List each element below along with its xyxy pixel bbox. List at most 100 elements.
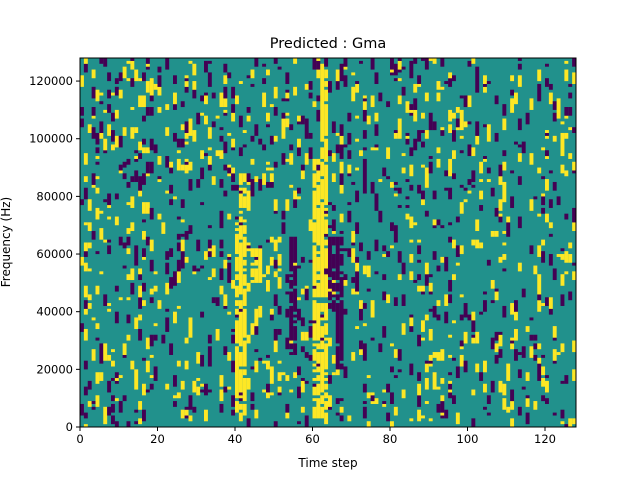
- heatmap-cell: [548, 233, 553, 237]
- heatmap-cell: [207, 60, 212, 64]
- heatmap-cell: [223, 346, 228, 355]
- heatmap-cell: [149, 138, 154, 151]
- heatmap-cell: [424, 314, 429, 321]
- heatmap-cell: [502, 242, 507, 246]
- heatmap-cell: [324, 268, 329, 275]
- heatmap-cell: [122, 343, 127, 355]
- heatmap-cell: [200, 265, 205, 269]
- heatmap-cell: [459, 294, 464, 298]
- heatmap-cell: [246, 173, 251, 183]
- heatmap-cell: [362, 158, 367, 194]
- heatmap-cell: [254, 248, 259, 257]
- heatmap-cell: [273, 271, 278, 278]
- heatmap-cell: [510, 303, 515, 315]
- heatmap-cell: [324, 164, 329, 206]
- heatmap-cell: [157, 86, 162, 96]
- heatmap-cell: [564, 115, 569, 119]
- heatmap-cell: [312, 101, 317, 108]
- heatmap-cell: [510, 98, 515, 113]
- heatmap-cell: [498, 256, 503, 263]
- heatmap-cell: [227, 352, 232, 361]
- heatmap-cell: [211, 121, 216, 128]
- heatmap-cell: [490, 230, 495, 237]
- heatmap-cell: [285, 158, 290, 162]
- heatmap-cell: [401, 323, 406, 335]
- heatmap-cell: [223, 294, 228, 306]
- heatmap-cell: [149, 354, 154, 358]
- heatmap-cell: [448, 109, 453, 122]
- heatmap-cell: [386, 101, 391, 108]
- heatmap-cell: [374, 239, 379, 252]
- heatmap-cell: [297, 421, 301, 425]
- heatmap-cell: [145, 173, 150, 177]
- heatmap-cell: [355, 326, 360, 330]
- heatmap-cell: [277, 372, 282, 381]
- heatmap-cell: [320, 395, 325, 404]
- heatmap-cell: [83, 176, 88, 183]
- heatmap-cell: [281, 210, 286, 220]
- heatmap-cell: [273, 259, 278, 269]
- heatmap-cell: [421, 320, 425, 332]
- heatmap-cell: [258, 138, 263, 145]
- heatmap-cell: [118, 89, 123, 99]
- heatmap-cell: [99, 58, 104, 64]
- heatmap-cell: [231, 334, 236, 344]
- heatmap-cell: [297, 297, 301, 301]
- heatmap-cell: [421, 415, 425, 419]
- heatmap-cell: [541, 207, 546, 214]
- heatmap-cell: [285, 274, 290, 283]
- heatmap-cell: [355, 167, 360, 171]
- heatmap-cell: [432, 121, 437, 131]
- heatmap-cell: [83, 222, 88, 226]
- heatmap-cell: [266, 239, 270, 243]
- heatmap-cell: [184, 337, 189, 344]
- heatmap-cell: [246, 115, 251, 122]
- heatmap-cell: [471, 334, 476, 338]
- heatmap-cell: [293, 262, 298, 266]
- heatmap-cell: [448, 334, 453, 338]
- heatmap-cell: [273, 58, 278, 64]
- heatmap-cell: [339, 144, 344, 159]
- heatmap-cell: [238, 222, 243, 226]
- heatmap-cell: [207, 147, 212, 151]
- heatmap-cell: [452, 150, 456, 159]
- heatmap-cell: [138, 274, 143, 281]
- heatmap-cell: [335, 144, 340, 154]
- heatmap-cell: [421, 141, 425, 148]
- heatmap-cell: [328, 375, 332, 384]
- heatmap-cell: [238, 147, 243, 157]
- heatmap-cell: [498, 380, 503, 393]
- heatmap-cell: [428, 282, 433, 292]
- heatmap-cell: [448, 383, 453, 390]
- heatmap-cell: [421, 112, 425, 119]
- heatmap-cell: [312, 363, 317, 367]
- heatmap-cell: [467, 179, 472, 185]
- heatmap-cell: [254, 176, 259, 183]
- heatmap-cell: [87, 303, 92, 309]
- heatmap-cell: [145, 107, 150, 116]
- heatmap-cell: [459, 346, 464, 350]
- heatmap-cell: [417, 75, 422, 84]
- heatmap-cell: [114, 78, 119, 84]
- heatmap-cell: [142, 409, 146, 422]
- heatmap-cell: [560, 164, 565, 174]
- heatmap-cell: [176, 392, 181, 399]
- heatmap-cell: [231, 328, 236, 332]
- heatmap-cell: [242, 403, 247, 416]
- heatmap-cell: [424, 274, 429, 286]
- heatmap-cell: [486, 259, 491, 266]
- heatmap-cell: [355, 262, 360, 272]
- heatmap-cell: [529, 346, 534, 358]
- heatmap-cell: [204, 383, 208, 396]
- heatmap-cell: [502, 254, 507, 260]
- heatmap-cell: [331, 254, 336, 269]
- heatmap-cell: [149, 259, 154, 272]
- heatmap-cell: [510, 343, 515, 350]
- heatmap-cell: [355, 222, 360, 234]
- heatmap-cell: [347, 202, 352, 206]
- heatmap-cell: [537, 274, 542, 295]
- heatmap-cell: [564, 132, 569, 139]
- heatmap-cell: [111, 144, 115, 151]
- heatmap-cell: [351, 230, 356, 243]
- heatmap-cell: [339, 230, 344, 234]
